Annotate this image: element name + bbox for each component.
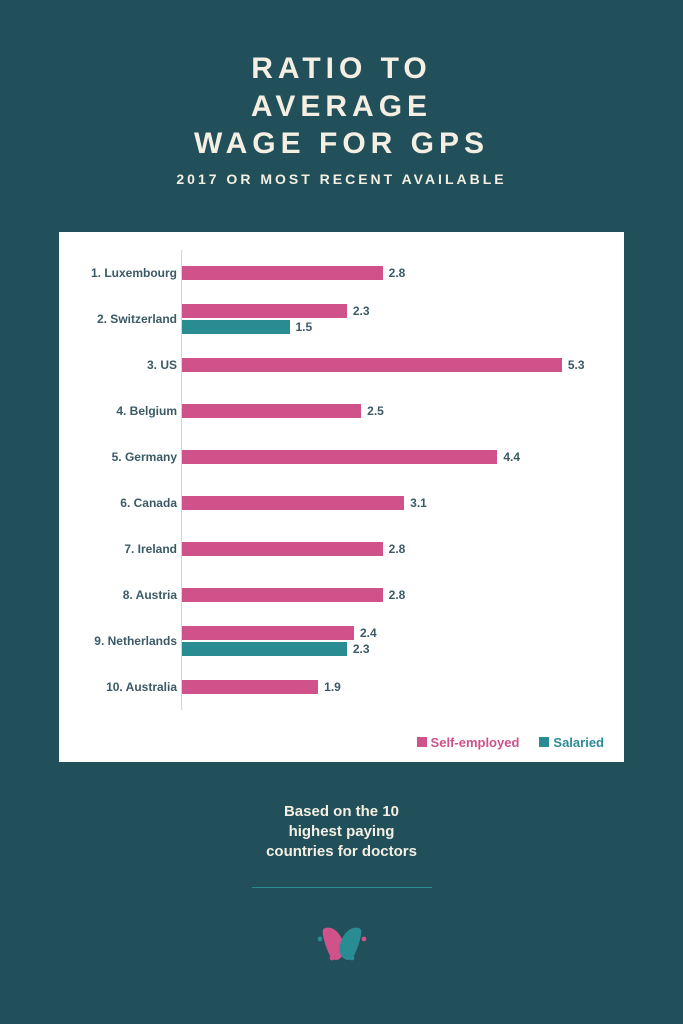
- bar-value-label: 2.8: [389, 266, 406, 280]
- chart-row: 10. Australia 1.9: [71, 664, 612, 710]
- self-employed-bar: [182, 496, 404, 510]
- y-axis-label: 10. Australia: [71, 680, 181, 694]
- footnote-line: highest paying: [289, 823, 395, 840]
- chart-card: 1. Luxembourg 2.8 2. Switzerland 2.3 1.5 3. U…: [59, 232, 624, 762]
- salaried: 2.3: [182, 642, 612, 656]
- self-employed: 1.9: [182, 680, 612, 694]
- self-employed: 2.8: [182, 588, 612, 602]
- bar-value-label: 1.5: [296, 320, 313, 334]
- salaried-bar: [182, 320, 290, 334]
- y-axis-label: 6. Canada: [71, 496, 181, 510]
- bar-group: 3.1: [181, 480, 612, 526]
- y-axis-label: 5. Germany: [71, 450, 181, 464]
- logo-icon: [312, 916, 372, 962]
- chart-row: 7. Ireland 2.8: [71, 526, 612, 572]
- self-employed: 4.4: [182, 450, 612, 464]
- y-axis-label: 9. Netherlands: [71, 634, 181, 648]
- chart-row: 6. Canada 3.1: [71, 480, 612, 526]
- y-axis-label: 7. Ireland: [71, 542, 181, 556]
- salaried: 1.5: [182, 320, 612, 334]
- bar-group: 2.5: [181, 388, 612, 434]
- self-employed: 5.3: [182, 358, 612, 372]
- bar-value-label: 2.8: [389, 542, 406, 556]
- bar-group: 4.4: [181, 434, 612, 480]
- bar-group: 2.3 1.5: [181, 296, 612, 342]
- self-employed: 2.3: [182, 304, 612, 318]
- chart-row: 3. US 5.3: [71, 342, 612, 388]
- self-employed-bar: [182, 626, 354, 640]
- bar-group: 5.3: [181, 342, 612, 388]
- chart-row: 8. Austria 2.8: [71, 572, 612, 618]
- legend-swatch-salaried: [539, 737, 549, 747]
- bar-chart: 1. Luxembourg 2.8 2. Switzerland 2.3 1.5 3. U…: [71, 250, 612, 730]
- self-employed-bar: [182, 358, 562, 372]
- bar-group: 1.9: [181, 664, 612, 710]
- bar-group: 2.8: [181, 526, 612, 572]
- chart-row: 5. Germany 4.4: [71, 434, 612, 480]
- y-axis-label: 4. Belgium: [71, 404, 181, 418]
- y-axis-label: 2. Switzerland: [71, 312, 181, 326]
- chart-legend: Self-employed Salaried: [417, 735, 604, 750]
- legend-item-self-employed: Self-employed: [417, 735, 520, 750]
- y-axis-label: 3. US: [71, 358, 181, 372]
- bar-value-label: 2.3: [353, 304, 370, 318]
- y-axis-label: 8. Austria: [71, 588, 181, 602]
- salaried-bar: [182, 642, 347, 656]
- chart-row: 1. Luxembourg 2.8: [71, 250, 612, 296]
- self-employed-bar: [182, 304, 347, 318]
- legend-item-salaried: Salaried: [539, 735, 604, 750]
- bar-value-label: 5.3: [568, 358, 585, 372]
- page-title: RATIO TO AVERAGE WAGE FOR GPS: [194, 50, 489, 163]
- bar-value-label: 4.4: [503, 450, 520, 464]
- legend-label: Self-employed: [431, 735, 520, 750]
- self-employed: 3.1: [182, 496, 612, 510]
- divider: [252, 887, 432, 888]
- bar-value-label: 1.9: [324, 680, 341, 694]
- self-employed-bar: [182, 542, 383, 556]
- self-employed-bar: [182, 266, 383, 280]
- title-line: WAGE FOR GPS: [194, 127, 489, 160]
- self-employed: 2.5: [182, 404, 612, 418]
- page-subtitle: 2017 OR MOST RECENT AVAILABLE: [176, 171, 506, 187]
- infographic-page: RATIO TO AVERAGE WAGE FOR GPS 2017 OR MO…: [0, 0, 683, 1024]
- bar-group: 2.8: [181, 250, 612, 296]
- bar-value-label: 2.4: [360, 626, 377, 640]
- footnote-line: Based on the 10: [284, 803, 399, 820]
- self-employed-bar: [182, 450, 497, 464]
- self-employed: 2.4: [182, 626, 612, 640]
- bar-value-label: 2.5: [367, 404, 384, 418]
- legend-swatch-self-employed: [417, 737, 427, 747]
- title-line: AVERAGE: [251, 90, 432, 123]
- self-employed-bar: [182, 404, 361, 418]
- bar-value-label: 2.3: [353, 642, 370, 656]
- title-line: RATIO TO: [251, 52, 432, 85]
- bar-value-label: 2.8: [389, 588, 406, 602]
- chart-row: 4. Belgium 2.5: [71, 388, 612, 434]
- bar-value-label: 3.1: [410, 496, 427, 510]
- self-employed: 2.8: [182, 266, 612, 280]
- footnote-line: countries for doctors: [266, 843, 417, 860]
- footnote: Based on the 10 highest paying countries…: [266, 802, 417, 863]
- y-axis-label: 1. Luxembourg: [71, 266, 181, 280]
- self-employed-bar: [182, 588, 383, 602]
- self-employed: 2.8: [182, 542, 612, 556]
- bar-group: 2.8: [181, 572, 612, 618]
- chart-row: 9. Netherlands2.42.3: [71, 618, 612, 664]
- self-employed-bar: [182, 680, 318, 694]
- legend-label: Salaried: [553, 735, 604, 750]
- chart-row: 2. Switzerland 2.3 1.5: [71, 296, 612, 342]
- bar-group: 2.42.3: [181, 618, 612, 664]
